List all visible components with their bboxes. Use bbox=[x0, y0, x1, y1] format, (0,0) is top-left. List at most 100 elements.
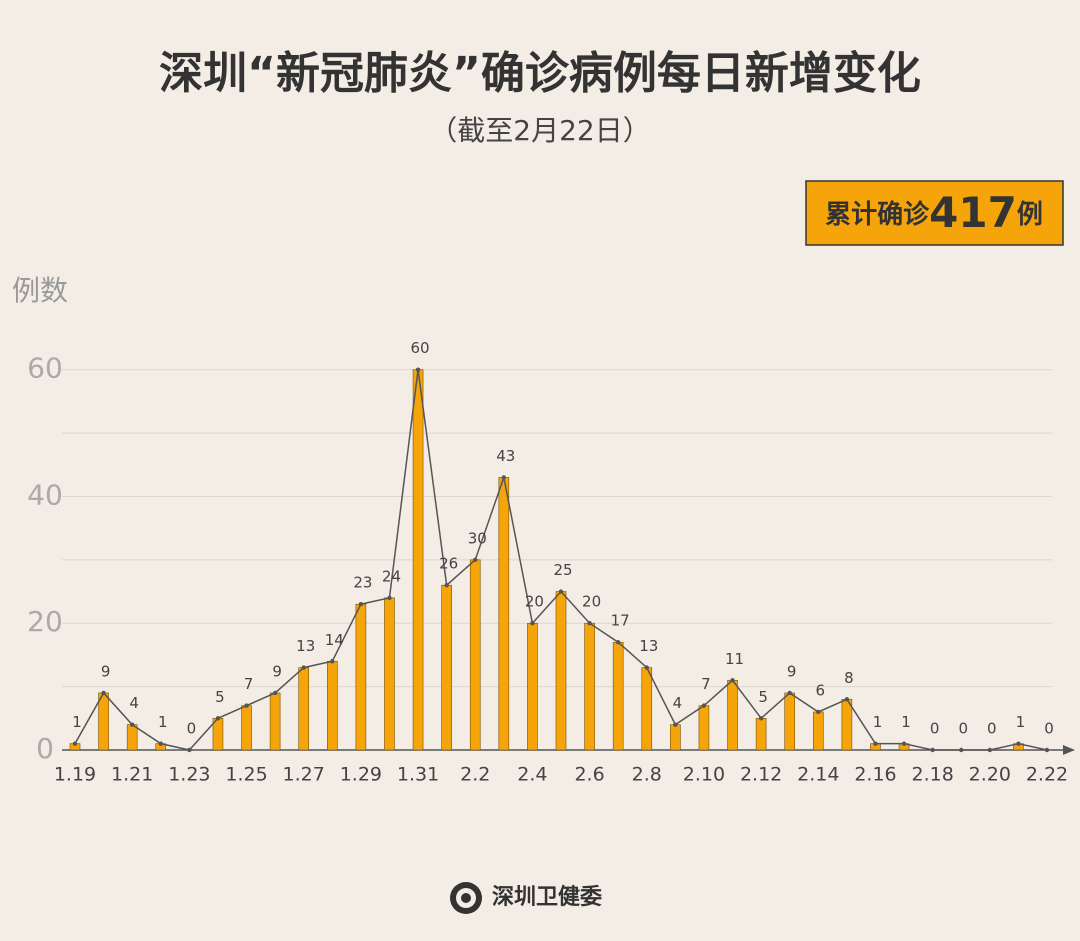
point bbox=[701, 703, 707, 708]
point bbox=[158, 741, 163, 746]
y-tick-label: 60 bbox=[27, 352, 63, 385]
bar bbox=[670, 724, 681, 751]
x-tick-label: 2.22 bbox=[1026, 764, 1068, 786]
x-tick-label: 1.31 bbox=[397, 764, 439, 786]
point bbox=[187, 747, 192, 753]
bar bbox=[355, 603, 367, 751]
y-axis-label: 例数 bbox=[12, 274, 68, 307]
value-label: 6 bbox=[816, 681, 826, 699]
bar bbox=[641, 667, 653, 751]
value-label: 5 bbox=[758, 688, 768, 706]
source: 深圳卫健委 bbox=[492, 884, 602, 910]
point bbox=[415, 367, 421, 372]
logo-center bbox=[461, 893, 471, 903]
x-tick-label: 2.20 bbox=[969, 764, 1011, 786]
bar bbox=[269, 692, 281, 751]
bar bbox=[498, 477, 510, 751]
point bbox=[644, 665, 649, 670]
point bbox=[787, 690, 792, 696]
value-label: 9 bbox=[101, 662, 111, 680]
point bbox=[101, 690, 106, 696]
x-tick-label: 1.25 bbox=[225, 764, 267, 786]
point bbox=[901, 741, 907, 746]
value-label: 25 bbox=[553, 561, 572, 579]
value-label: 0 bbox=[930, 720, 940, 738]
x-tick-label: 2.4 bbox=[517, 764, 547, 786]
bar bbox=[812, 711, 824, 751]
point bbox=[272, 690, 278, 696]
point bbox=[987, 747, 993, 753]
x-tick-label: 2.16 bbox=[854, 764, 896, 786]
badge bbox=[805, 180, 1064, 246]
badge-total: 417 bbox=[929, 188, 1017, 237]
x-tick-label: 1.21 bbox=[111, 764, 153, 786]
value-label: 60 bbox=[411, 339, 430, 357]
value-label: 7 bbox=[244, 675, 254, 693]
point bbox=[301, 665, 306, 670]
bar bbox=[612, 641, 624, 751]
bar bbox=[412, 369, 424, 751]
bar bbox=[527, 622, 538, 751]
x-tick-label: 2.8 bbox=[632, 764, 662, 786]
point bbox=[1016, 741, 1021, 746]
value-label: 17 bbox=[611, 612, 630, 630]
bar bbox=[298, 667, 310, 751]
point bbox=[816, 709, 821, 715]
bar bbox=[755, 718, 767, 751]
x-tick-label: 2.12 bbox=[740, 764, 782, 786]
value-label: 9 bbox=[272, 662, 282, 680]
value-label: 26 bbox=[439, 555, 458, 573]
value-label: 1 bbox=[158, 713, 168, 731]
value-label: 11 bbox=[725, 650, 744, 668]
point bbox=[358, 602, 364, 607]
bar bbox=[727, 679, 738, 751]
bar bbox=[469, 559, 481, 751]
value-label: 30 bbox=[468, 529, 487, 547]
badge-text: 累计确诊417例 bbox=[825, 188, 1043, 237]
point bbox=[129, 722, 135, 727]
value-label: 4 bbox=[129, 694, 139, 712]
value-label: 0 bbox=[1044, 720, 1054, 738]
x-tick-label: 2.6 bbox=[574, 764, 604, 786]
value-label: 13 bbox=[639, 637, 658, 655]
point bbox=[844, 697, 850, 702]
x-tick-label: 2.2 bbox=[460, 764, 490, 786]
value-label: 24 bbox=[382, 567, 401, 585]
point bbox=[444, 583, 449, 588]
chart-title: 深圳“新冠肺炎”确诊病例每日新增变化 bbox=[159, 48, 921, 99]
value-label: 0 bbox=[187, 720, 197, 738]
y-tick-label: 0 bbox=[36, 732, 54, 765]
value-label: 1 bbox=[901, 713, 911, 731]
value-label: 7 bbox=[701, 675, 711, 693]
chart-subtitle: （截至2月22日） bbox=[429, 114, 650, 147]
bar bbox=[841, 698, 853, 751]
bar bbox=[126, 724, 138, 751]
value-label: 43 bbox=[496, 447, 515, 465]
point bbox=[615, 640, 621, 645]
badge-prefix: 累计确诊 bbox=[825, 199, 930, 230]
value-label: 20 bbox=[582, 593, 601, 611]
x-tick-label: 1.19 bbox=[54, 764, 96, 786]
footer: 深圳卫健委 bbox=[450, 882, 602, 914]
bar bbox=[784, 692, 796, 751]
value-label: 5 bbox=[215, 688, 225, 706]
bar bbox=[241, 705, 252, 751]
value-label: 9 bbox=[787, 662, 797, 680]
value-label: 0 bbox=[987, 720, 997, 738]
bar bbox=[555, 591, 567, 751]
bar bbox=[384, 597, 395, 751]
point bbox=[473, 557, 478, 563]
bar bbox=[98, 692, 109, 751]
point bbox=[530, 621, 535, 626]
value-label: 4 bbox=[673, 694, 683, 712]
value-label: 1 bbox=[873, 713, 883, 731]
value-label: 23 bbox=[353, 574, 372, 592]
value-label: 8 bbox=[844, 669, 854, 687]
x-tick-label: 1.29 bbox=[340, 764, 382, 786]
point bbox=[730, 678, 735, 683]
point bbox=[501, 475, 507, 480]
point bbox=[959, 747, 964, 753]
value-label: 20 bbox=[525, 593, 544, 611]
point bbox=[873, 741, 878, 746]
